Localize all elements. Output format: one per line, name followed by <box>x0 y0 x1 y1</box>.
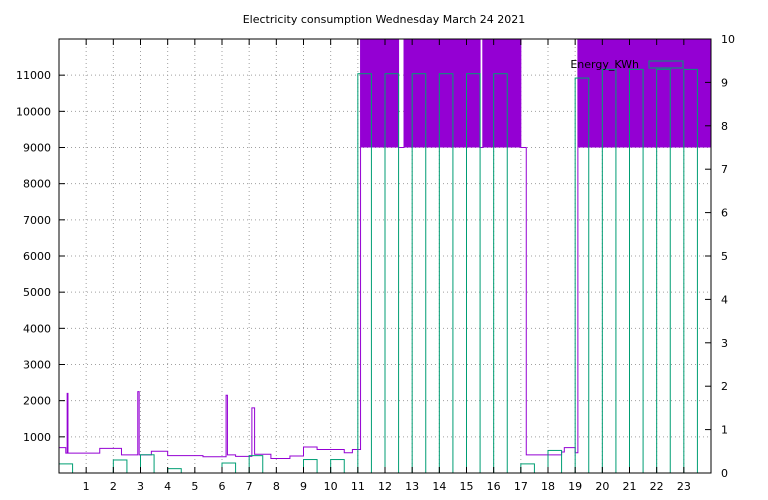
y2-tick-label: 10 <box>721 33 735 46</box>
x-tick-label: 17 <box>514 480 528 493</box>
x-tick-label: 3 <box>137 480 144 493</box>
energy-bar <box>303 459 318 474</box>
y2-tick-label: 1 <box>721 424 728 437</box>
x-tick-label: 10 <box>324 480 338 493</box>
x-tick-label: 12 <box>378 480 392 493</box>
energy-bar <box>140 454 155 474</box>
y2-tick-label: 0 <box>721 467 728 480</box>
x-tick-label: 22 <box>650 480 664 493</box>
x-tick-label: 13 <box>405 480 419 493</box>
energy-bar <box>112 459 128 474</box>
legend-label-energy: Energy_KWh <box>570 58 639 71</box>
x-tick-label: 14 <box>432 480 446 493</box>
x-tick-label: 5 <box>191 480 198 493</box>
power-high-block <box>404 39 481 148</box>
plot-series <box>58 38 711 474</box>
x-tick-label: 2 <box>110 480 117 493</box>
energy-bar <box>58 463 74 474</box>
chart-title: Electricity consumption Wednesday March … <box>243 13 526 26</box>
y-tick-label: 3000 <box>23 359 51 372</box>
x-tick-label: 6 <box>219 480 226 493</box>
y2-tick-label: 2 <box>721 380 728 393</box>
x-tick-label: 16 <box>487 480 501 493</box>
y-tick-label: 11000 <box>16 69 51 82</box>
y-tick-label: 5000 <box>23 286 51 299</box>
x-tick-label: 9 <box>300 480 307 493</box>
power-high-block <box>482 39 521 148</box>
energy-bar <box>167 468 182 474</box>
energy-bar <box>547 449 563 474</box>
axes: 1 2 3 4 5 6 7 8 9 10 11 12 13 14 15 16 17 18 19 20 21 22 23100… <box>16 33 735 493</box>
x-tick-label: 11 <box>351 480 365 493</box>
y-tick-label: 1000 <box>23 431 51 444</box>
x-tick-label: 23 <box>677 480 691 493</box>
y2-tick-label: 8 <box>721 120 728 133</box>
y-tick-label: 4000 <box>23 322 51 335</box>
x-tick-label: 21 <box>623 480 637 493</box>
y2-tick-label: 5 <box>721 250 728 263</box>
x-tick-label: 1 <box>83 480 90 493</box>
y-tick-label: 6000 <box>23 250 51 263</box>
x-tick-label: 18 <box>541 480 555 493</box>
y2-tick-label: 9 <box>721 76 728 89</box>
x-tick-label: 4 <box>164 480 171 493</box>
y2-tick-label: 4 <box>721 293 728 306</box>
power-line <box>59 38 711 460</box>
energy-bar <box>330 459 345 474</box>
energy-bar <box>248 455 264 474</box>
y-tick-label: 10000 <box>16 105 51 118</box>
power-high-block <box>360 39 399 148</box>
x-tick-label: 19 <box>568 480 582 493</box>
energy-bar <box>520 463 535 474</box>
y2-tick-label: 6 <box>721 207 728 220</box>
y-tick-label: 2000 <box>23 395 51 408</box>
legend: Energy_KWh <box>570 58 684 71</box>
x-tick-label: 8 <box>273 480 280 493</box>
energy-bar <box>221 462 237 474</box>
x-tick-label: 7 <box>246 480 253 493</box>
y-tick-label: 9000 <box>23 142 51 155</box>
y2-tick-label: 7 <box>721 163 728 176</box>
y2-tick-label: 3 <box>721 337 728 350</box>
x-tick-label: 15 <box>460 480 474 493</box>
legend-swatch-energy <box>648 60 684 69</box>
y-tick-label: 7000 <box>23 214 51 227</box>
y-tick-label: 8000 <box>23 178 51 191</box>
x-tick-label: 20 <box>595 480 609 493</box>
power-high-block <box>577 39 711 148</box>
